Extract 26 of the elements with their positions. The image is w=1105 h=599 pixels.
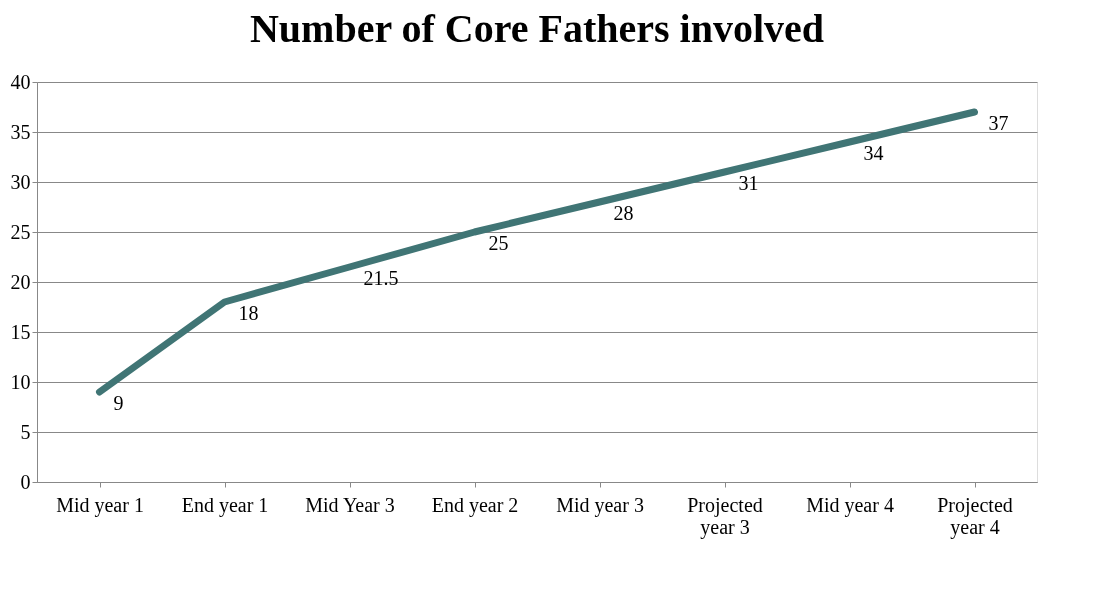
x-tick-label: Mid year 1 xyxy=(56,493,144,517)
data-label: 21.5 xyxy=(363,267,399,289)
y-tick-label: 5 xyxy=(20,420,31,443)
data-label: 25 xyxy=(488,232,509,254)
data-label: 9 xyxy=(113,392,124,414)
y-tick-label: 30 xyxy=(10,170,31,193)
data-label: 28 xyxy=(613,202,634,224)
y-tick-label: 10 xyxy=(10,370,31,393)
x-tick-label: End year 2 xyxy=(431,493,519,517)
y-tick-label: 40 xyxy=(10,70,31,93)
chart-title: Number of Core Fathers involved xyxy=(249,6,825,51)
x-tick-label: Mid year 4 xyxy=(806,493,894,517)
y-tick-label: 35 xyxy=(10,120,31,143)
x-tick-label: End year 1 xyxy=(181,493,269,517)
x-tick-label: Mid year 3 xyxy=(556,493,644,517)
y-tick-label: 25 xyxy=(10,220,31,243)
data-label: 34 xyxy=(863,142,884,164)
y-tick-label: 15 xyxy=(10,320,31,343)
y-tick-label: 20 xyxy=(10,270,31,293)
data-label: 31 xyxy=(738,172,759,194)
data-label: 37 xyxy=(988,112,1009,134)
x-tick-label: Mid Year 3 xyxy=(305,493,395,516)
x-tick-label: Projected year 4 xyxy=(937,493,1013,539)
data-label: 18 xyxy=(238,302,259,324)
y-tick-label: 0 xyxy=(20,470,31,493)
x-tick-label: Projected year 3 xyxy=(687,493,763,539)
